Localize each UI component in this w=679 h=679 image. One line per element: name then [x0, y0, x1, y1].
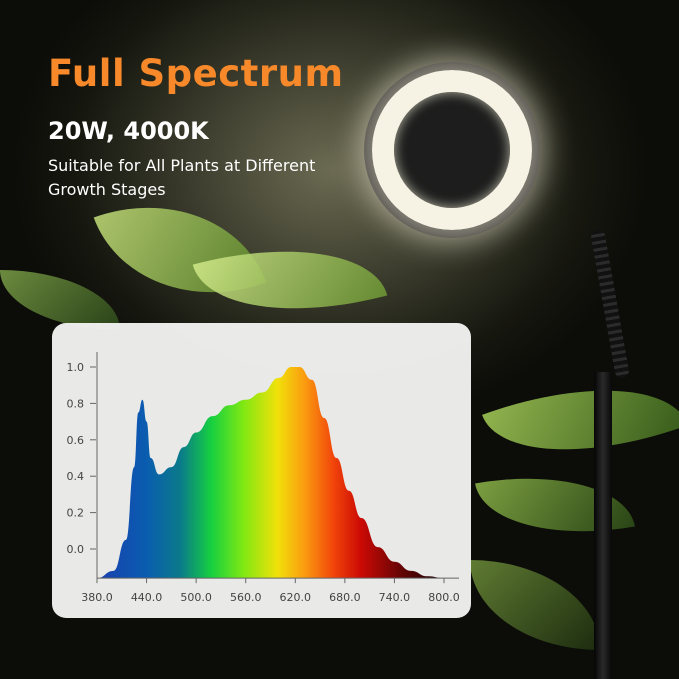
- headline: Full Spectrum: [48, 52, 344, 95]
- x-tick-label: 440.0: [131, 591, 163, 604]
- y-tick-label: 0.8: [67, 397, 85, 410]
- x-tick-label: 500.0: [180, 591, 212, 604]
- power-spec: 20W, 4000K: [48, 117, 209, 145]
- y-tick-label: 0.4: [67, 470, 85, 483]
- y-tick-label: 0.2: [67, 507, 85, 520]
- description: Suitable for All Plants at Different Gro…: [48, 156, 316, 199]
- lamp-pole: [594, 372, 612, 679]
- y-tick-label: 0.0: [67, 543, 85, 556]
- x-tick-label: 680.0: [329, 591, 361, 604]
- y-tick-label: 0.6: [67, 434, 85, 447]
- x-tick-label: 800.0: [428, 591, 460, 604]
- x-tick-label: 560.0: [230, 591, 262, 604]
- x-tick-label: 380.0: [81, 591, 113, 604]
- x-tick-label: 740.0: [379, 591, 411, 604]
- spectrum-area: [97, 367, 444, 579]
- y-tick-label: 1.0: [67, 361, 85, 374]
- x-tick-label: 620.0: [280, 591, 312, 604]
